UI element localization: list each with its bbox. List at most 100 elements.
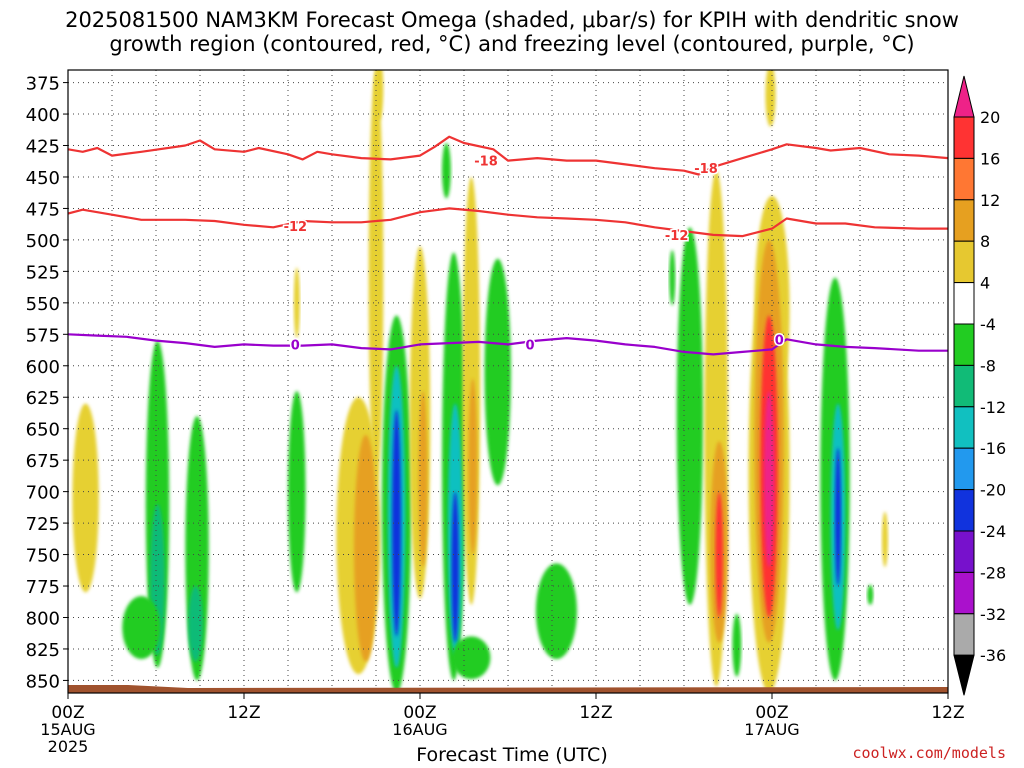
contour-label: 0: [525, 338, 534, 353]
omega-cell-0: [72, 403, 99, 593]
x-tick-date: 17AUG: [744, 720, 799, 739]
omega-cell-30: [715, 491, 723, 618]
terrain-shading: [68, 685, 948, 693]
y-tick-label: 375: [26, 74, 60, 95]
x-tick-date: 16AUG: [392, 720, 447, 739]
colorbar-label: -16: [980, 439, 1006, 458]
omega-cell-42: [867, 584, 874, 605]
x-axis-title: Forecast Time (UTC): [416, 744, 608, 766]
colorbar-label: 16: [980, 149, 1000, 168]
x-tick-label: 12Z: [579, 703, 612, 723]
omega-cell-3: [122, 596, 161, 660]
y-tick-label: 700: [26, 483, 60, 504]
x-tick-label: 00Z: [51, 703, 84, 723]
colorbar-label: -12: [980, 398, 1006, 417]
y-tick-label: 800: [26, 608, 60, 629]
contour-label: -18: [474, 155, 498, 170]
x-tick-label: 12Z: [931, 703, 964, 723]
y-tick-label: 450: [26, 168, 60, 189]
omega-cell-14: [392, 409, 401, 637]
colorbar-label: -20: [980, 481, 1006, 500]
colorbar-label: 12: [980, 191, 1000, 210]
x-tick-year: 2025: [48, 737, 89, 756]
y-tick-label: 425: [26, 137, 60, 158]
colorbar-label: -32: [980, 605, 1006, 624]
omega-cell-17: [442, 142, 451, 199]
plot-frame: [67, 69, 949, 694]
colorbar-bottom-arrow: [953, 654, 975, 696]
omega-cell-23: [484, 258, 511, 486]
y-tick-label: 775: [26, 577, 60, 598]
omega-cell-6: [293, 267, 300, 339]
omega-cell-36: [763, 390, 775, 568]
colorbar-swatch: [953, 447, 975, 491]
omega-cell-5: [188, 586, 203, 662]
contour-label: -12: [665, 229, 689, 244]
x-tick-label: 12Z: [227, 703, 260, 723]
y-tick-label: 600: [26, 357, 60, 378]
contour-line--18: [68, 135, 948, 176]
colorbar-swatch: [953, 116, 975, 159]
colorbar-label: 4: [980, 274, 990, 293]
colorbar-swatch: [953, 406, 975, 449]
colorbar-label: 20: [980, 108, 1000, 127]
omega-cell-25: [535, 563, 577, 660]
omega-cell-22: [468, 378, 478, 555]
colorbar-label: 8: [980, 232, 990, 251]
omega-cell-20: [451, 491, 459, 643]
colorbar-swatch: [953, 571, 975, 615]
chart-title-line-2: growth region (contoured, red, °C) and f…: [109, 32, 915, 56]
y-tick-label: 850: [26, 671, 60, 692]
y-tick-label: 725: [26, 514, 60, 535]
y-tick-label: 625: [26, 388, 60, 409]
colorbar-swatch: [953, 199, 975, 242]
credit-text: coolwx.com/models: [852, 744, 1006, 762]
contour-label: -18: [694, 162, 718, 177]
y-axis: 375 400 425 450 475 500 525 550 575 600 625 650 675 7…: [26, 74, 68, 692]
omega-cell-16: [418, 390, 428, 568]
omega-cell-40: [835, 447, 841, 587]
colorbar: 20 16 12 8 4 -4 -8 -12 -16 -20 -24 -28 -32 -36: [953, 75, 1006, 696]
colorbar-swatch: [953, 489, 975, 532]
omega-cell-26: [669, 249, 676, 306]
y-tick-label: 750: [26, 546, 60, 567]
colorbar-swatch: [953, 240, 975, 284]
colorbar-swatch: [953, 364, 975, 408]
contours: -18 -18 -12 -12 0 0 0: [68, 135, 948, 356]
omega-cell-11: [354, 434, 378, 662]
colorbar-swatch: [953, 282, 975, 325]
y-tick-label: 500: [26, 231, 60, 252]
x-tick-label: 00Z: [403, 703, 436, 723]
colorbar-top-arrow: [953, 75, 975, 118]
y-tick-label: 675: [26, 451, 60, 472]
x-tick-date: 15AUG: [40, 720, 95, 739]
contour-label: 0: [775, 333, 784, 348]
y-tick-label: 825: [26, 640, 60, 661]
colorbar-label: -24: [980, 522, 1006, 541]
omega-cell-8: [368, 70, 384, 486]
omega-cell-37: [765, 70, 776, 127]
y-tick-label: 575: [26, 325, 60, 346]
colorbar-swatch: [953, 157, 975, 201]
grid: [68, 70, 948, 693]
omega-cell-24: [452, 636, 491, 680]
y-tick-label: 400: [26, 105, 60, 126]
colorbar-swatch: [953, 323, 975, 366]
omega-cell-9: [374, 70, 384, 121]
chart-title-line-1: 2025081500 NAM3KM Forecast Omega (shaded…: [65, 8, 959, 32]
contour-line--12: [68, 207, 948, 238]
colorbar-label: -28: [980, 563, 1006, 582]
contour-label: -12: [284, 220, 308, 235]
x-tick-label: 00Z: [755, 703, 788, 723]
colorbar-label: -4: [980, 315, 996, 334]
y-tick-label: 475: [26, 199, 60, 220]
y-tick-label: 550: [26, 294, 60, 315]
omega-shading: [72, 70, 888, 693]
terrain-band: [68, 685, 948, 693]
colorbar-label: -36: [980, 646, 1006, 665]
y-tick-label: 650: [26, 420, 60, 441]
y-tick-label: 525: [26, 262, 60, 283]
colorbar-label: -8: [980, 356, 996, 375]
